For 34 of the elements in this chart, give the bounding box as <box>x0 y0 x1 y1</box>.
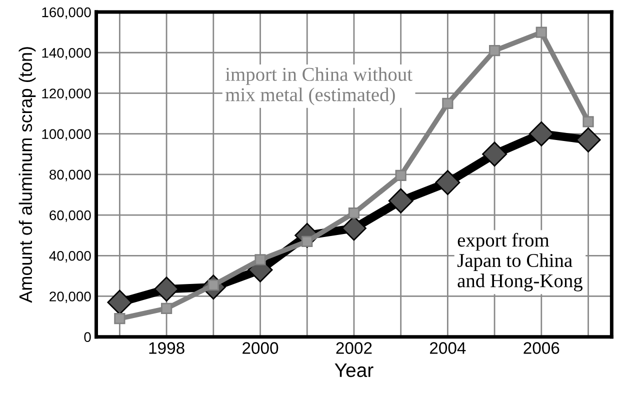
y-tick-label: 120,000 <box>42 88 91 100</box>
point <box>488 45 500 56</box>
point <box>442 98 454 109</box>
x-tick-label: 2006 <box>524 342 560 354</box>
y-tick-label: 100,000 <box>42 129 91 141</box>
y-tick-label: 80,000 <box>50 170 91 182</box>
x-axis-title: Year <box>334 364 374 378</box>
point <box>348 207 360 219</box>
y-tick-label: 140,000 <box>42 48 91 60</box>
x-tick-label: 2002 <box>336 342 372 354</box>
x-tick-label: 2000 <box>242 342 278 354</box>
point <box>254 254 266 266</box>
y-tick-label: 60,000 <box>50 210 91 222</box>
y-tick-label: 160,000 <box>42 7 91 19</box>
point <box>482 142 508 167</box>
y-tick-label: 0 <box>84 332 91 342</box>
y-axis-title: Amount of aluminum scrap (ton) <box>18 47 36 303</box>
point <box>107 290 132 315</box>
point <box>536 26 547 38</box>
text: export from Japan to China and Hong-Kong <box>457 232 583 292</box>
point <box>582 116 594 128</box>
point <box>160 302 172 314</box>
x-tick-label: 1998 <box>149 342 184 354</box>
point <box>435 170 460 196</box>
point <box>114 313 126 324</box>
y-tick-label: 40,000 <box>49 250 91 262</box>
y-tick-label: 20,000 <box>50 292 91 304</box>
point <box>395 170 406 182</box>
point <box>576 127 601 152</box>
point <box>154 276 180 302</box>
x-tick-label: 2004 <box>430 342 466 354</box>
point <box>528 121 554 146</box>
point <box>388 188 414 214</box>
series-label: import in China without mix metal (estimated) <box>226 67 412 106</box>
